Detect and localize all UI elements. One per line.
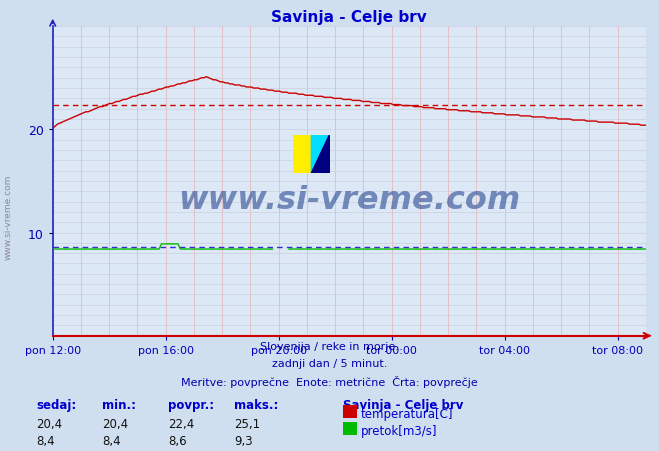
Text: 22,4: 22,4 — [168, 417, 194, 430]
Text: 25,1: 25,1 — [234, 417, 260, 430]
Text: 9,3: 9,3 — [234, 434, 252, 447]
Text: www.si-vreme.com: www.si-vreme.com — [3, 174, 13, 259]
Text: zadnji dan / 5 minut.: zadnji dan / 5 minut. — [272, 359, 387, 368]
Text: 20,4: 20,4 — [102, 417, 129, 430]
Text: Meritve: povprečne  Enote: metrične  Črta: povprečje: Meritve: povprečne Enote: metrične Črta:… — [181, 375, 478, 387]
Polygon shape — [312, 135, 330, 174]
Text: sedaj:: sedaj: — [36, 398, 76, 411]
Text: temperatura[C]: temperatura[C] — [361, 407, 453, 419]
Text: 8,4: 8,4 — [36, 434, 55, 447]
Text: www.si-vreme.com: www.si-vreme.com — [178, 184, 521, 216]
Polygon shape — [293, 135, 312, 174]
Text: pretok[m3/s]: pretok[m3/s] — [361, 424, 438, 437]
Polygon shape — [312, 135, 330, 174]
Text: 8,6: 8,6 — [168, 434, 186, 447]
Text: Savinja - Celje brv: Savinja - Celje brv — [343, 398, 463, 411]
Text: maks.:: maks.: — [234, 398, 278, 411]
Text: povpr.:: povpr.: — [168, 398, 214, 411]
Text: 20,4: 20,4 — [36, 417, 63, 430]
Text: 8,4: 8,4 — [102, 434, 121, 447]
Text: Slovenija / reke in morje.: Slovenija / reke in morje. — [260, 341, 399, 351]
Title: Savinja - Celje brv: Savinja - Celje brv — [272, 9, 427, 24]
Text: min.:: min.: — [102, 398, 136, 411]
